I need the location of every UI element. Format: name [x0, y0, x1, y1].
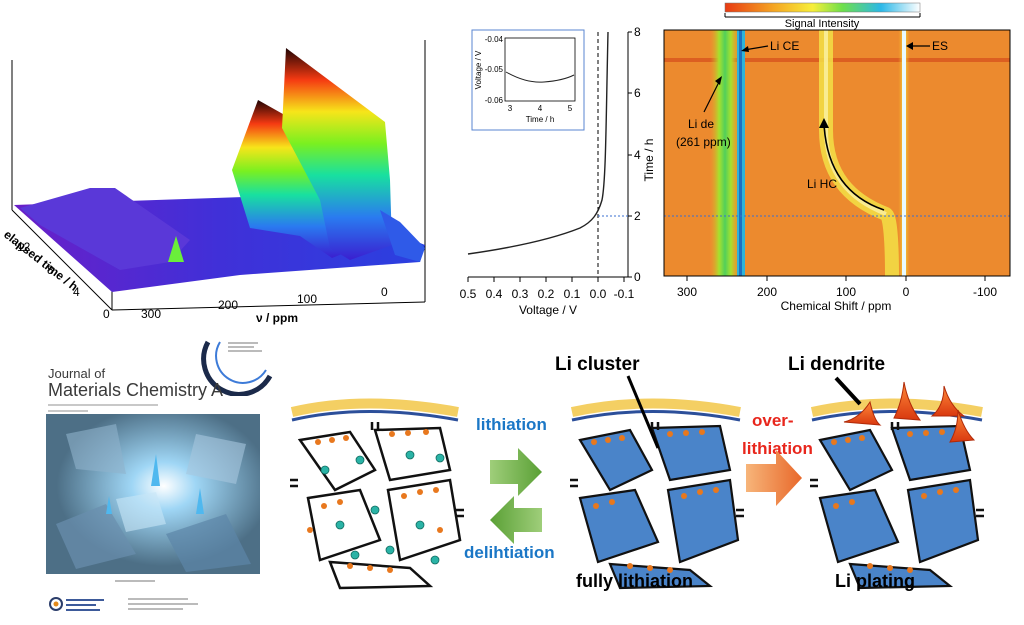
inset-x-tick-3: 3: [508, 104, 513, 113]
label-li-de: Li de: [688, 117, 714, 131]
x-tick-0.2: 0.2: [538, 287, 555, 301]
inset-x-tick-4: 4: [538, 104, 543, 113]
shift-axis-label: Chemical Shift / ppm: [781, 299, 892, 313]
arrow-li-de: [703, 79, 721, 113]
y-axis-label: Time / h: [642, 139, 656, 182]
x-tick-0.3: 0.3: [512, 287, 529, 301]
particle-plating: [810, 381, 984, 590]
label-li-plating: Li plating: [835, 571, 915, 591]
label-fully-lithiation: fully lithiation: [576, 571, 693, 591]
pointer-li-cluster: [626, 375, 660, 449]
lithiation-scheme: lithiation delihtiation Li cluster fully…: [290, 354, 984, 591]
inset-voltage-curve: [505, 71, 575, 83]
freq-tick-200: 200: [218, 298, 238, 312]
cover-subtitle-lines: [48, 404, 158, 412]
voltage-curve: [467, 31, 609, 255]
cover-journal-name: Materials Chemistry A: [48, 380, 224, 400]
li-dendrites: [843, 381, 976, 443]
x-tick-neg0.1: -0.1: [614, 287, 635, 301]
waterfall-tail-right: [380, 210, 425, 262]
x-tick-0.5: 0.5: [460, 287, 477, 301]
label-li-cluster: Li cluster: [555, 354, 640, 375]
cover-volume-text: [228, 340, 268, 360]
shift-tick-neg100: -100: [973, 285, 997, 299]
freq-tick-300: 300: [141, 307, 161, 321]
inset-frame: [471, 29, 585, 131]
cover-paper-text: [128, 598, 198, 610]
time-tick-12: 12: [17, 240, 31, 254]
y-tick-6: 6: [634, 86, 641, 100]
particle-pristine: [290, 398, 465, 590]
label-li-ce: Li CE: [770, 39, 799, 53]
label-li-dendrite: Li dendrite: [788, 354, 885, 375]
rsc-logo: [49, 597, 104, 611]
colorbar: [724, 2, 921, 13]
x-tick-0.0: 0.0: [590, 287, 607, 301]
waterfall-3d-plot: 12 8 4 0 300 200 100 0 elapsed time / h …: [1, 40, 426, 325]
axis-label-frequency: ν / ppm: [256, 311, 298, 325]
shift-tick-200: 200: [757, 285, 777, 299]
voltage-time-plot: 8 6 4 2 0 Time / h 0.5 0.4 0.3 0.2 0.1 0…: [460, 25, 656, 317]
y-tick-8: 8: [634, 25, 641, 39]
shift-tick-0: 0: [903, 285, 910, 299]
x-axis-label: Voltage / V: [519, 303, 577, 317]
arrow-delithiation-left: [490, 496, 542, 544]
particle-lithiated: [570, 398, 744, 590]
time-tick-8: 8: [47, 263, 54, 277]
time-tick-0: 0: [103, 307, 110, 321]
label-delithiation: delihtiation: [464, 543, 555, 562]
cover-journal-of: Journal of: [48, 366, 106, 381]
band-li-de: [710, 30, 740, 276]
y-tick-0: 0: [634, 270, 641, 284]
shift-tick-300: 300: [677, 285, 697, 299]
label-over: over-: [752, 411, 794, 430]
label-es: ES: [932, 39, 948, 53]
arrow-over-lithiation: [746, 450, 802, 506]
cover-barcode-text: [115, 580, 155, 582]
x-tick-0.1: 0.1: [564, 287, 581, 301]
waterfall-peak-tall: [282, 48, 392, 260]
journal-cover: Journal of Materials Chemistry A: [40, 336, 280, 620]
label-li-hc: Li HC: [807, 177, 837, 191]
inset-y-tick-004: -0.04: [485, 35, 504, 44]
orange-dots-1: [307, 429, 443, 573]
freq-tick-0: 0: [381, 285, 388, 299]
inset-x-tick-5: 5: [568, 104, 573, 113]
label-li-de-ppm: (261 ppm): [676, 135, 731, 149]
inset-x-label: Time / h: [526, 115, 555, 124]
shift-tick-100: 100: [836, 285, 856, 299]
teal-li-ions: [320, 450, 445, 565]
arrow-lithiation-right: [490, 448, 542, 496]
y-tick-2: 2: [634, 209, 641, 223]
cover-arc-logo: [201, 340, 273, 396]
label-lithiation: lithiation: [476, 415, 547, 434]
x-tick-0.4: 0.4: [486, 287, 503, 301]
y-tick-4: 4: [634, 148, 641, 162]
time-tick-4: 4: [73, 285, 80, 299]
waterfall-ridge-green: [168, 236, 184, 262]
freq-tick-100: 100: [297, 292, 317, 306]
cover-artwork: [46, 414, 260, 574]
pointer-li-dendrite: [834, 376, 862, 406]
inset-y-tick-006: -0.06: [485, 96, 504, 105]
inset-y-label: Voltage / V: [474, 50, 483, 89]
inset-y-tick-005: -0.05: [485, 65, 504, 74]
arrow-li-hc: [823, 123, 885, 211]
colorbar-label: Signal Intensity: [785, 18, 860, 30]
label-over-lithiation: lithiation: [742, 439, 813, 458]
waterfall-ridge-left: [20, 188, 190, 270]
chemical-shift-heatmap: Signal Intensity Li CE ES Li de (261 ppm…: [663, 2, 1011, 313]
